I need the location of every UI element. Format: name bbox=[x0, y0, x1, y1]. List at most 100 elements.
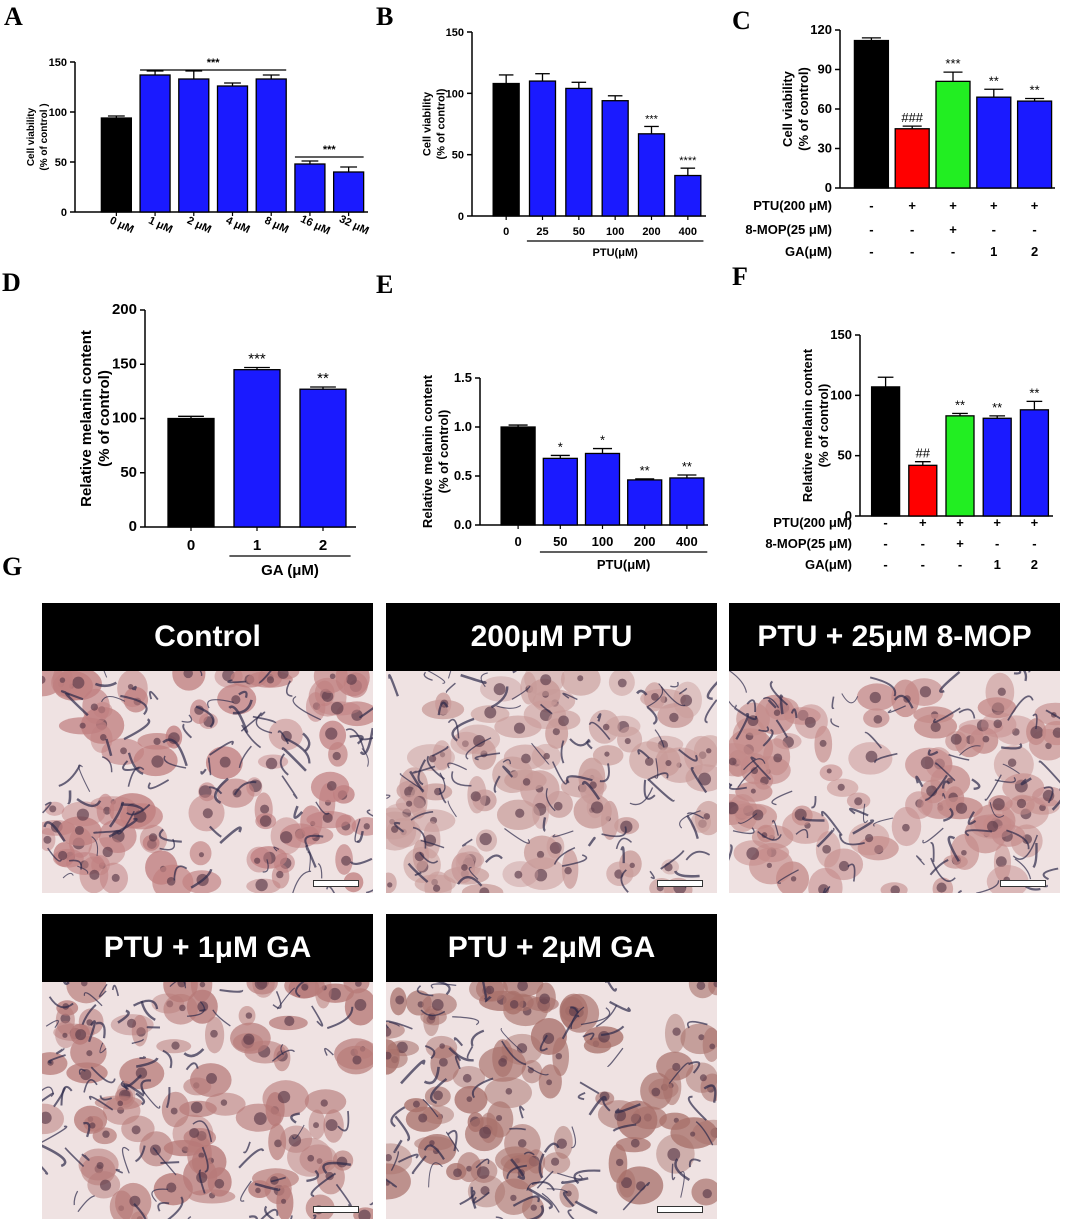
dendrite bbox=[660, 686, 686, 707]
dendrite bbox=[293, 805, 304, 819]
treatment-row-label: GA(μM) bbox=[785, 244, 832, 259]
cell-nucleus bbox=[673, 1117, 679, 1123]
cell-nucleus bbox=[117, 1100, 124, 1107]
cell-nucleus bbox=[995, 856, 1007, 868]
dendrite bbox=[99, 1042, 107, 1054]
dendrite bbox=[679, 810, 701, 829]
dendrite bbox=[540, 703, 553, 715]
cell-body bbox=[386, 1163, 411, 1200]
cell-nucleus bbox=[254, 857, 261, 864]
y-tick-label: 0 bbox=[845, 508, 852, 523]
dendrite bbox=[566, 775, 593, 784]
dendrite bbox=[1013, 671, 1022, 675]
cell-nucleus bbox=[439, 1043, 445, 1049]
dendrite bbox=[647, 772, 669, 781]
cell-nucleus bbox=[136, 1027, 146, 1037]
treatment-cell: - bbox=[1032, 536, 1036, 551]
cell-nucleus bbox=[961, 849, 967, 856]
dendrite bbox=[620, 869, 629, 893]
dendrite bbox=[446, 1131, 460, 1152]
dendrite bbox=[131, 685, 137, 691]
dendrite bbox=[271, 1049, 295, 1062]
dendrite bbox=[416, 985, 434, 997]
micrograph-header: Control bbox=[42, 603, 373, 671]
dendrite bbox=[386, 1020, 413, 1030]
cell-nucleus bbox=[395, 995, 405, 1005]
cell-nucleus bbox=[341, 855, 352, 866]
cell-nucleus bbox=[976, 719, 989, 732]
dendrite bbox=[686, 1020, 708, 1029]
cell-nucleus bbox=[151, 755, 164, 768]
dendrite bbox=[484, 995, 492, 1003]
cell-nucleus bbox=[358, 1209, 371, 1219]
significance-label: *** bbox=[645, 113, 659, 125]
dendrite bbox=[976, 880, 1000, 893]
dendrite bbox=[252, 715, 277, 724]
cell-nucleus bbox=[826, 768, 832, 774]
dendrite bbox=[426, 755, 445, 780]
dendrite bbox=[451, 717, 475, 742]
cell-nucleus bbox=[131, 1125, 141, 1135]
treatment-cell: - bbox=[921, 557, 925, 572]
cell-nucleus bbox=[355, 982, 362, 987]
dendrite bbox=[706, 680, 717, 700]
dendrite bbox=[915, 775, 924, 788]
cell-nucleus bbox=[516, 1043, 528, 1054]
y-tick-label: 150 bbox=[49, 57, 67, 69]
cell-nucleus bbox=[103, 806, 111, 815]
dendrite bbox=[948, 753, 970, 761]
dendrite bbox=[561, 1014, 580, 1040]
dendrite bbox=[958, 708, 976, 719]
dendrite bbox=[160, 1161, 180, 1164]
dendrite bbox=[932, 707, 961, 723]
dendrite bbox=[574, 1200, 598, 1215]
cell-nucleus bbox=[546, 1079, 553, 1086]
dendrite bbox=[77, 865, 89, 874]
dendrite bbox=[101, 695, 126, 703]
dendrite bbox=[816, 827, 835, 848]
dendrite bbox=[704, 699, 717, 724]
panel-letter-a: A bbox=[4, 2, 23, 31]
panel-letter-c: C bbox=[732, 6, 751, 35]
treatment-cell: + bbox=[1031, 198, 1039, 213]
dendrite bbox=[169, 982, 187, 989]
treatment-row-label: GA(μM) bbox=[805, 557, 852, 572]
scale-bar bbox=[1000, 880, 1046, 887]
cell-nucleus bbox=[387, 882, 393, 888]
treatment-cell: + bbox=[908, 198, 916, 213]
dendrite bbox=[452, 1016, 480, 1026]
dendrite bbox=[272, 991, 282, 1009]
treatment-cell: + bbox=[993, 515, 1001, 530]
x-tick-label: 200 bbox=[634, 534, 656, 549]
dendrite bbox=[337, 1110, 350, 1132]
dendrite bbox=[315, 801, 330, 815]
y-tick-label: 0 bbox=[129, 518, 137, 535]
cell-nucleus bbox=[484, 706, 497, 719]
chart-e: 0.0 0.5 1.0 1.5 Relative melanin content (% o… bbox=[420, 370, 708, 572]
dendrite bbox=[126, 803, 151, 816]
dendrite bbox=[412, 765, 436, 774]
bar bbox=[565, 87, 593, 217]
bar bbox=[233, 369, 281, 528]
cell-nucleus bbox=[386, 1027, 392, 1037]
dendrite bbox=[388, 1021, 401, 1027]
y-tick-label: 60 bbox=[818, 101, 832, 116]
cell-nucleus bbox=[102, 846, 113, 858]
dendrite bbox=[407, 862, 429, 883]
cell-nucleus bbox=[1016, 798, 1027, 809]
scale-bar bbox=[313, 880, 359, 887]
cell-nucleus bbox=[630, 1138, 640, 1148]
dendrite bbox=[393, 1139, 403, 1154]
dendrite bbox=[81, 1003, 97, 1026]
cell-nucleus bbox=[406, 800, 413, 807]
dendrite bbox=[411, 1155, 427, 1175]
dendrite bbox=[359, 727, 373, 755]
dendrite bbox=[523, 1151, 535, 1156]
chart-a: 0 50 100 150 Cell viability (% of control ) 0 … bbox=[26, 57, 371, 237]
dendrite bbox=[737, 813, 758, 824]
dendrite bbox=[869, 676, 897, 697]
cell-nucleus bbox=[99, 734, 107, 741]
cell-nucleus bbox=[629, 862, 635, 869]
dendrite bbox=[750, 756, 772, 781]
treatment-cell: - bbox=[921, 536, 925, 551]
